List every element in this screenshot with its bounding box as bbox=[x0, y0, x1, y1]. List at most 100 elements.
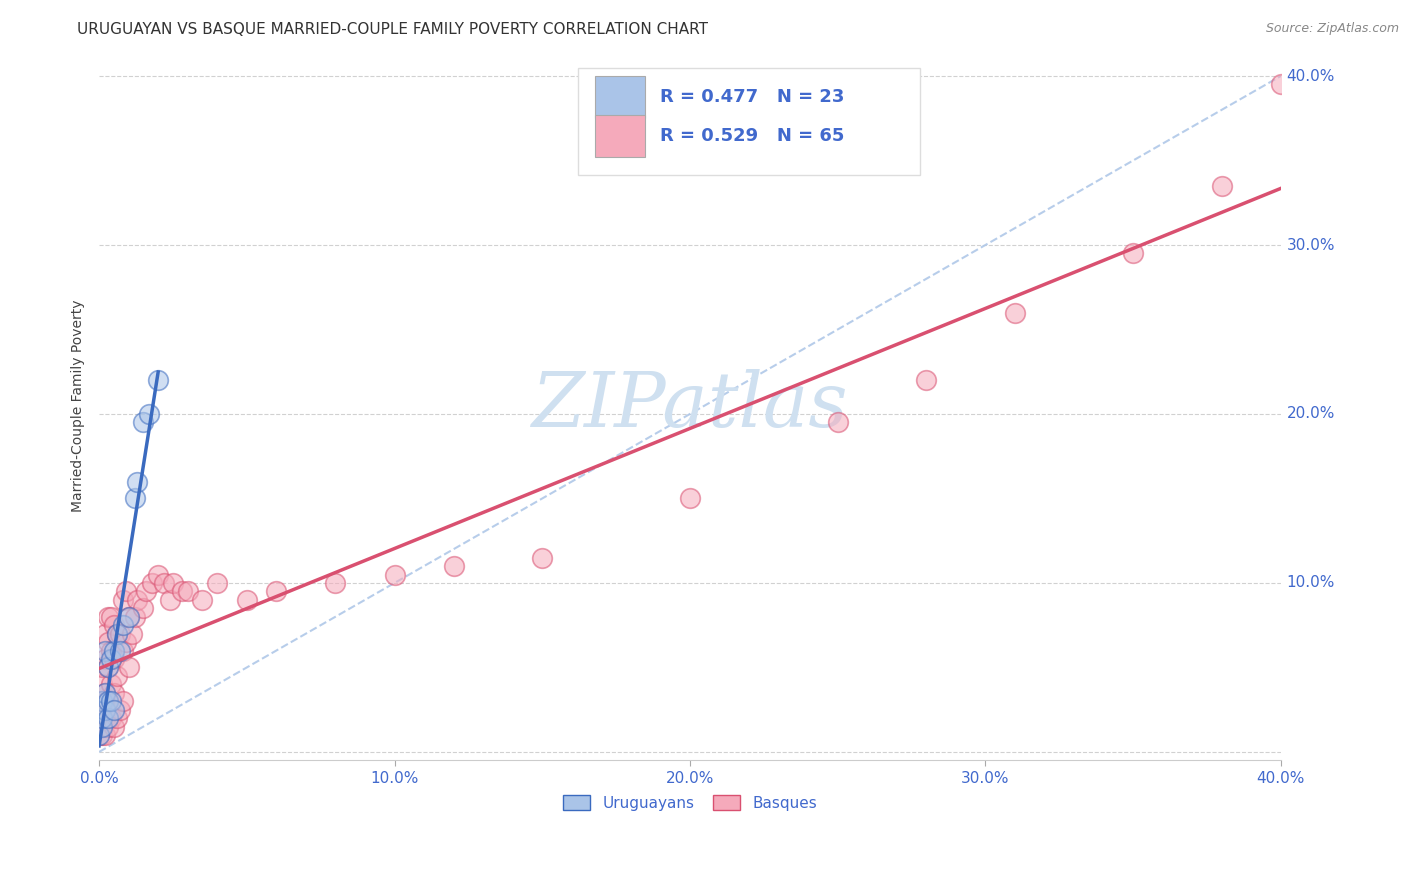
Point bbox=[87, 728, 110, 742]
Point bbox=[91, 711, 114, 725]
Point bbox=[103, 720, 125, 734]
Point bbox=[108, 703, 131, 717]
Point bbox=[132, 416, 155, 430]
FancyBboxPatch shape bbox=[595, 76, 645, 118]
Point bbox=[162, 576, 184, 591]
Point bbox=[236, 592, 259, 607]
Point bbox=[384, 567, 406, 582]
Point bbox=[108, 643, 131, 657]
Point bbox=[111, 592, 134, 607]
Point bbox=[915, 373, 938, 387]
Text: 20.0%: 20.0% bbox=[1286, 407, 1336, 422]
Point bbox=[105, 626, 128, 640]
Point bbox=[159, 592, 181, 607]
Point bbox=[97, 694, 120, 708]
Point bbox=[94, 728, 117, 742]
Text: R = 0.529   N = 65: R = 0.529 N = 65 bbox=[661, 127, 845, 145]
Point bbox=[207, 576, 229, 591]
Point bbox=[1004, 305, 1026, 319]
Point bbox=[91, 694, 114, 708]
Point bbox=[170, 584, 193, 599]
Y-axis label: Married-Couple Family Poverty: Married-Couple Family Poverty bbox=[72, 300, 86, 512]
Point bbox=[266, 584, 288, 599]
Point bbox=[91, 660, 114, 674]
Text: 40.0%: 40.0% bbox=[1286, 69, 1336, 84]
Point bbox=[94, 626, 117, 640]
Point bbox=[146, 373, 169, 387]
Point bbox=[138, 407, 160, 421]
Text: URUGUAYAN VS BASQUE MARRIED-COUPLE FAMILY POVERTY CORRELATION CHART: URUGUAYAN VS BASQUE MARRIED-COUPLE FAMIL… bbox=[77, 22, 709, 37]
Point bbox=[97, 660, 120, 674]
Point bbox=[91, 694, 114, 708]
Point bbox=[103, 703, 125, 717]
Text: 10.0%: 10.0% bbox=[1286, 575, 1336, 591]
Point bbox=[117, 609, 139, 624]
Point bbox=[97, 694, 120, 708]
Point bbox=[114, 584, 136, 599]
Point bbox=[117, 660, 139, 674]
Text: ZIPatlas: ZIPatlas bbox=[531, 368, 848, 442]
Point bbox=[325, 576, 347, 591]
Point bbox=[94, 686, 117, 700]
Point bbox=[100, 694, 122, 708]
Point bbox=[100, 652, 122, 666]
FancyBboxPatch shape bbox=[578, 69, 921, 175]
Point bbox=[91, 728, 114, 742]
Point bbox=[443, 559, 465, 574]
Point bbox=[111, 694, 134, 708]
Point bbox=[94, 686, 117, 700]
Point bbox=[87, 711, 110, 725]
Point bbox=[141, 576, 163, 591]
Point bbox=[94, 711, 117, 725]
Point bbox=[124, 491, 146, 506]
Point bbox=[191, 592, 214, 607]
Point bbox=[827, 416, 849, 430]
Legend: Uruguayans, Basques: Uruguayans, Basques bbox=[557, 789, 824, 816]
Point bbox=[103, 618, 125, 632]
Point bbox=[91, 711, 114, 725]
Point bbox=[114, 635, 136, 649]
Text: R = 0.477   N = 23: R = 0.477 N = 23 bbox=[661, 87, 845, 106]
Point bbox=[100, 643, 122, 657]
Point bbox=[105, 669, 128, 683]
Point bbox=[94, 643, 117, 657]
Point bbox=[111, 643, 134, 657]
Point bbox=[127, 475, 149, 489]
Text: Source: ZipAtlas.com: Source: ZipAtlas.com bbox=[1265, 22, 1399, 36]
Point bbox=[121, 626, 143, 640]
Point bbox=[97, 609, 120, 624]
Point bbox=[97, 720, 120, 734]
Point bbox=[94, 652, 117, 666]
Point bbox=[100, 609, 122, 624]
Text: 30.0%: 30.0% bbox=[1286, 237, 1336, 252]
Point bbox=[127, 592, 149, 607]
Point bbox=[91, 677, 114, 691]
Point bbox=[531, 550, 554, 565]
Point bbox=[679, 491, 702, 506]
Point bbox=[91, 720, 114, 734]
Point bbox=[87, 728, 110, 742]
Point bbox=[153, 576, 176, 591]
Point bbox=[117, 609, 139, 624]
Point bbox=[87, 694, 110, 708]
Point bbox=[177, 584, 200, 599]
Point bbox=[97, 711, 120, 725]
Point bbox=[100, 677, 122, 691]
Point bbox=[1270, 78, 1292, 92]
Point bbox=[103, 643, 125, 657]
Point bbox=[1122, 246, 1144, 260]
Point bbox=[103, 652, 125, 666]
Point bbox=[135, 584, 157, 599]
Point bbox=[124, 609, 146, 624]
Point bbox=[111, 618, 134, 632]
Point bbox=[94, 703, 117, 717]
Point bbox=[108, 626, 131, 640]
Point bbox=[103, 686, 125, 700]
FancyBboxPatch shape bbox=[595, 115, 645, 157]
Point bbox=[100, 711, 122, 725]
Point bbox=[97, 660, 120, 674]
Point bbox=[132, 601, 155, 615]
Point bbox=[1211, 178, 1233, 193]
Point bbox=[105, 626, 128, 640]
Point bbox=[105, 711, 128, 725]
